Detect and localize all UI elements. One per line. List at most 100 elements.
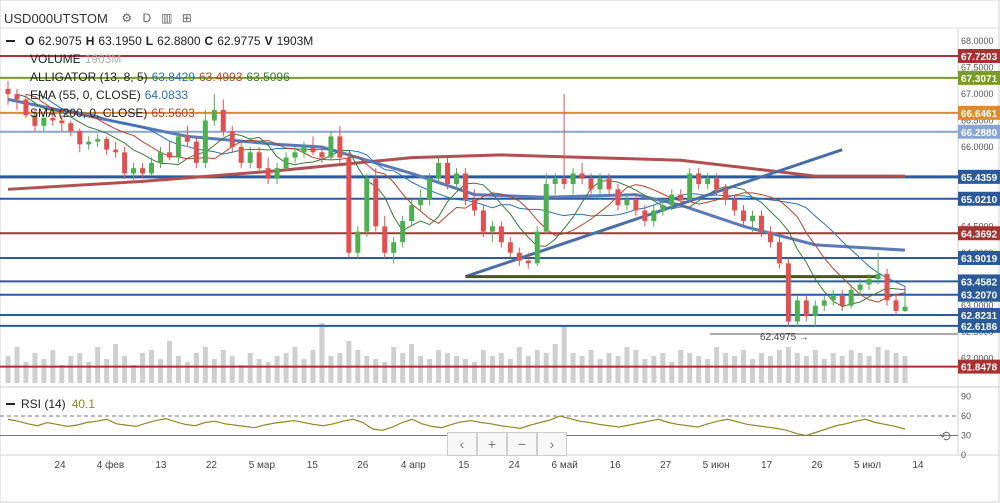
volume-bar [534,350,540,383]
symbol-name[interactable]: USD000UTSTOM [4,10,108,26]
rsi-tick-label: 60 [961,411,971,421]
time-tick-label: 13 [155,460,167,471]
volume-bar [633,350,639,383]
candle-body [624,199,630,206]
volume-bar [319,323,325,383]
volume-bar [830,353,836,383]
trend-line [464,148,843,278]
time-tick-label: 15 [307,460,319,471]
collapse-dash-icon[interactable] [6,40,15,42]
volume-bar [821,359,827,383]
volume-bar [606,353,612,383]
scroll-right-button[interactable]: › [537,432,567,456]
gear-icon[interactable]: ⚙ [121,11,133,25]
candle-body [445,162,451,185]
scroll-left-button[interactable]: ‹ [447,432,477,456]
level-price-tag [958,49,1000,64]
interval-selector[interactable]: D [142,11,152,25]
rsi-legend[interactable]: RSI (14) 40.1 [6,397,95,411]
volume-bar [400,353,406,383]
volume-bar [767,356,773,383]
level-price-label: 63.9019 [961,254,998,265]
candle-body [131,168,137,174]
ema-legend[interactable]: EMA (55, 0, CLOSE) 64.0833 [6,86,313,104]
volume-bar [642,359,648,383]
candle-body [821,300,827,306]
candle-body [696,173,702,185]
level-price-tag [958,274,1000,289]
volume-bar [68,356,74,383]
volume-bar [211,359,217,383]
volume-bar [59,365,65,383]
candle-body [77,131,83,145]
candle-body [471,199,477,211]
sma-legend[interactable]: SMA (200, 0, CLOSE) 65.5603 [6,104,313,122]
level-price-label: 64.3692 [961,229,998,240]
level-price-label: 61.8478 [961,363,998,374]
candle-body [705,178,711,185]
candle-body [355,231,361,253]
ema-value: 64.0833 [144,88,189,102]
ohlc-close-label: C [204,34,214,48]
time-tick-label: 14 [912,460,924,471]
bar-chart-icon[interactable]: ▥ [161,11,173,25]
volume-bar [588,350,594,383]
price-tick-label: 65.5000 [961,168,994,178]
alligator-legend[interactable]: ALLIGATOR (13, 8, 5) 63.8429 63.4993 63.… [6,68,313,86]
level-price-tag [958,308,1000,323]
candle-body [642,210,648,222]
volume-bar [122,356,128,383]
reset-chart-icon[interactable]: ⟲ [939,428,951,444]
rsi-collapse-icon[interactable] [6,403,15,405]
volume-bar [750,359,756,383]
volume-bar [149,350,155,383]
candle-body [409,205,415,222]
volume-bar [875,347,881,383]
candle-body [866,279,872,285]
zoom-in-button[interactable]: + [477,432,507,456]
volume-bar [884,350,890,383]
volume-bar [32,353,38,383]
candle-body [400,221,406,243]
time-tick-label: 5 мар [249,460,276,471]
candle-body [157,152,163,163]
candle-body [364,178,370,232]
candle-body [732,199,738,211]
ema55-line [7,97,906,252]
level-price-tag [958,105,1000,120]
volume-bar [758,353,764,383]
candle-body [95,139,101,142]
ema-label: EMA (55, 0, CLOSE) [30,88,141,102]
candle-body [283,157,289,169]
zoom-out-button[interactable]: − [507,432,537,456]
volume-legend[interactable]: VOLUME 1903M [6,50,313,68]
candle-body [758,215,764,232]
volume-bar [848,350,854,383]
candle-body [633,199,639,211]
time-tick-label: 27 [660,460,672,471]
chart-toolbar: USD000UTSTOM ⚙ D ▥ ⊞ [0,8,194,28]
volume-bar [480,350,486,383]
volume-bar [166,341,172,383]
volume-bar [507,359,513,383]
price-tick-label: 62.0000 [961,354,994,364]
volume-bar [714,347,720,383]
rsi-tick-label: 90 [961,392,971,402]
ohlc-volume-value: 1903M [276,34,314,48]
alligator-lips-line [16,93,906,308]
ohlc-volume-label: V [264,34,273,48]
volume-bar [732,356,738,383]
candle-body [184,136,190,142]
volume-bar [462,359,468,383]
ohlc-high-label: H [85,34,95,48]
level-price-tag [958,124,1000,139]
candle-body [525,260,531,264]
candle-body [785,263,791,322]
candle-body [794,300,800,322]
volume-bar [696,356,702,383]
level-price-tag [958,169,1000,184]
add-compare-icon[interactable]: ⊞ [181,11,192,25]
candle-body [418,199,424,206]
volume-bar [427,359,433,383]
time-tick-label: 5 июл [854,460,881,471]
